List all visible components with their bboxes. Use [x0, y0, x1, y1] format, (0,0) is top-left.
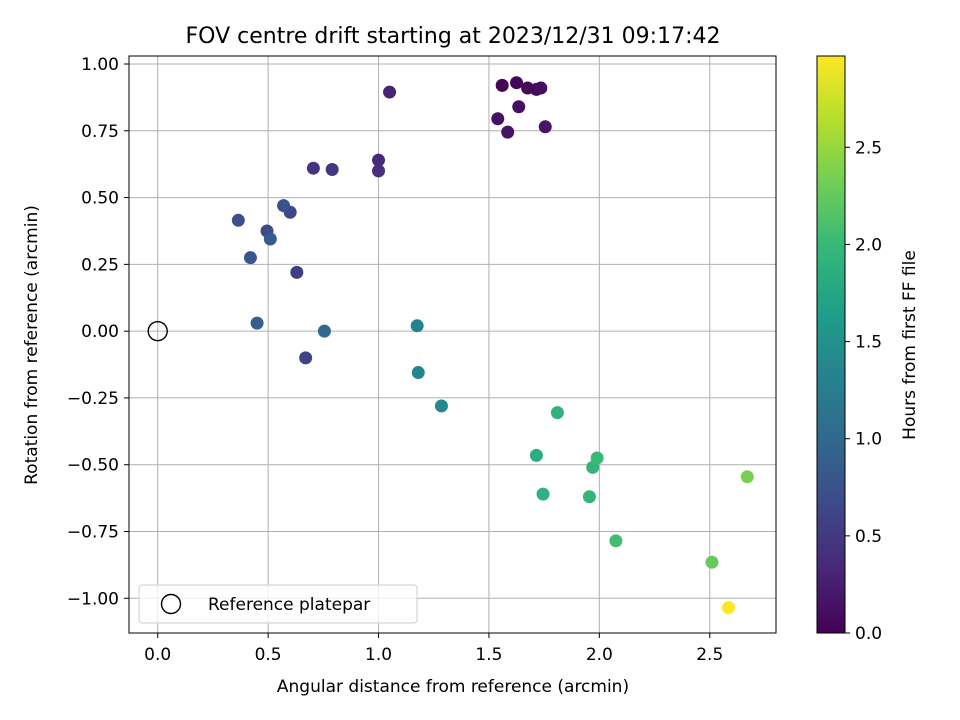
data-point [243, 251, 257, 265]
data-point [501, 125, 515, 139]
data-point [231, 213, 245, 227]
legend-label-reference: Reference platepar [208, 595, 370, 615]
data-point [590, 451, 604, 465]
y-axis-ticks: 1.00 0.75 0.50 0.25 0.00 −0.25 −0.50 −0.75 −1.00 [67, 55, 129, 609]
reference-platepar-marker [147, 320, 168, 342]
legend: Reference platepar [138, 584, 418, 624]
data-point [536, 487, 550, 501]
chart-title: FOV centre drift starting at 2023/12/31 … [186, 24, 721, 49]
legend-marker-reference [160, 593, 182, 615]
data-point [263, 232, 277, 246]
data-point [290, 265, 304, 279]
x-tick-label: 1.5 [475, 645, 502, 665]
colorbar-tick-label: 1.5 [855, 333, 882, 353]
x-axis-label: Angular distance from reference (arcmin) [277, 677, 629, 697]
y-tick-label: 0.25 [81, 255, 119, 275]
x-tick-label: 0.5 [255, 645, 282, 665]
data-point [582, 490, 596, 504]
y-tick-label: 1.00 [81, 55, 119, 75]
y-tick-label: 0.75 [81, 122, 119, 142]
data-point [325, 163, 339, 177]
x-tick-label: 0.0 [144, 645, 171, 665]
data-point [512, 100, 526, 114]
data-point [277, 199, 291, 213]
data-point [705, 555, 719, 569]
plot-area-frame [128, 55, 777, 634]
x-tick-label: 1.0 [365, 645, 392, 665]
data-point [609, 534, 623, 548]
colorbar-tick-label: 2.0 [855, 235, 882, 255]
data-point [538, 120, 552, 134]
data-point [306, 161, 320, 175]
colorbar-ticks: 0.0 0.5 1.0 1.5 2.0 2.5 [845, 138, 882, 644]
colorbar: 0.0 0.5 1.0 1.5 2.0 2.5 Hours from first FF f… [816, 55, 920, 644]
colorbar-tick-label: 0.5 [855, 527, 882, 547]
data-point [510, 76, 524, 90]
data-point [250, 316, 264, 330]
data-point [411, 366, 425, 380]
y-tick-label: −0.75 [67, 522, 119, 542]
y-axis-label: Rotation from reference (arcmin) [22, 205, 42, 485]
colorbar-tick-label: 0.0 [855, 624, 882, 644]
data-point [534, 81, 548, 95]
x-tick-label: 2.5 [696, 645, 723, 665]
x-tick-label: 2.0 [586, 645, 613, 665]
data-point [372, 153, 386, 167]
data-point [529, 448, 543, 462]
y-tick-label: 0.50 [81, 189, 119, 209]
data-points [147, 76, 754, 615]
y-tick-label: −1.00 [67, 589, 119, 609]
data-point [722, 601, 736, 615]
legend-box [138, 584, 418, 624]
colorbar-tick-label: 2.5 [855, 138, 882, 158]
grid [129, 56, 776, 633]
data-point [299, 351, 313, 365]
data-point [434, 399, 448, 413]
data-point [372, 164, 386, 178]
colorbar-label: Hours from first FF file [900, 250, 920, 440]
data-point [491, 112, 505, 126]
colorbar-tick-label: 1.0 [855, 430, 882, 450]
data-point [740, 470, 754, 484]
data-point [550, 406, 564, 420]
y-tick-label: 0.00 [81, 322, 119, 342]
data-point [383, 85, 397, 99]
data-point [410, 319, 424, 333]
y-tick-label: −0.50 [67, 456, 119, 476]
data-point [495, 78, 509, 92]
data-point [317, 324, 331, 338]
x-axis-ticks: 0.0 0.5 1.0 1.5 2.0 2.5 [144, 633, 723, 665]
y-tick-label: −0.25 [67, 389, 119, 409]
colorbar-gradient [816, 55, 846, 634]
